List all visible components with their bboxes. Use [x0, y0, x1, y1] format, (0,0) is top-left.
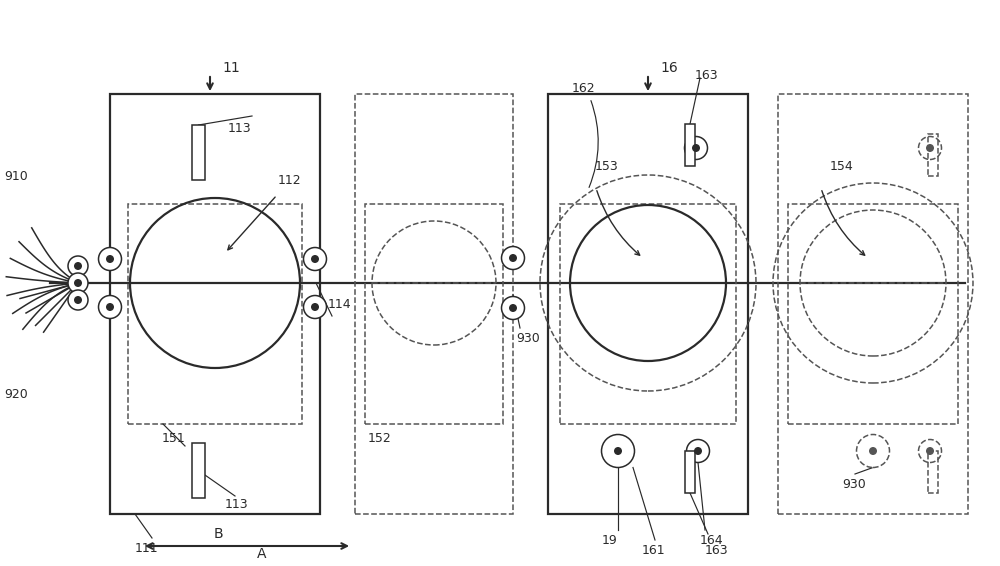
Circle shape: [684, 136, 708, 160]
Circle shape: [304, 247, 327, 271]
Circle shape: [74, 296, 82, 304]
Bar: [128, 204, 302, 424]
Text: 16: 16: [660, 61, 678, 75]
Circle shape: [918, 440, 942, 462]
Bar: [560, 204, 736, 424]
Text: 152: 152: [368, 431, 392, 444]
Circle shape: [304, 295, 327, 319]
Circle shape: [74, 262, 82, 270]
Bar: [548, 94, 748, 514]
Circle shape: [68, 290, 88, 310]
Text: 113: 113: [228, 122, 252, 135]
Text: 154: 154: [830, 160, 854, 173]
Text: 19: 19: [602, 534, 618, 547]
Text: 114: 114: [328, 298, 352, 311]
Bar: [192, 125, 205, 180]
Circle shape: [856, 435, 890, 468]
Circle shape: [106, 303, 114, 311]
Circle shape: [74, 279, 82, 287]
Bar: [110, 94, 320, 514]
Text: 163: 163: [695, 70, 719, 83]
Text: 164: 164: [700, 534, 724, 547]
Circle shape: [68, 273, 88, 293]
Text: 113: 113: [225, 498, 249, 511]
Bar: [928, 451, 938, 493]
Text: 11: 11: [222, 61, 240, 75]
Text: 111: 111: [135, 542, 159, 555]
Bar: [192, 443, 205, 498]
Text: A: A: [257, 547, 267, 561]
Circle shape: [686, 440, 710, 462]
Circle shape: [502, 297, 524, 319]
Bar: [778, 94, 968, 514]
Circle shape: [311, 255, 319, 263]
Circle shape: [99, 295, 122, 319]
Text: 151: 151: [162, 431, 186, 444]
Text: 910: 910: [4, 169, 28, 182]
Circle shape: [926, 447, 934, 455]
Circle shape: [694, 447, 702, 455]
Circle shape: [869, 447, 877, 455]
Circle shape: [509, 304, 517, 312]
Text: 920: 920: [4, 388, 28, 401]
Text: 162: 162: [572, 82, 596, 95]
Circle shape: [692, 144, 700, 152]
Circle shape: [602, 435, 635, 468]
Text: B: B: [213, 527, 223, 541]
Text: 161: 161: [642, 544, 666, 558]
Text: 163: 163: [705, 544, 729, 558]
Circle shape: [99, 247, 122, 271]
Circle shape: [918, 136, 942, 160]
Circle shape: [614, 447, 622, 455]
Text: 153: 153: [595, 160, 619, 173]
Circle shape: [926, 144, 934, 152]
Circle shape: [68, 256, 88, 276]
Text: 112: 112: [278, 174, 302, 187]
Bar: [355, 94, 513, 514]
Circle shape: [311, 303, 319, 311]
Bar: [788, 204, 958, 424]
Bar: [365, 204, 503, 424]
Circle shape: [509, 254, 517, 262]
Bar: [928, 134, 938, 176]
Text: 930: 930: [842, 478, 866, 491]
Circle shape: [502, 247, 524, 269]
Circle shape: [106, 255, 114, 263]
Text: 930: 930: [516, 332, 540, 345]
Bar: [685, 451, 695, 493]
Bar: [685, 124, 695, 166]
